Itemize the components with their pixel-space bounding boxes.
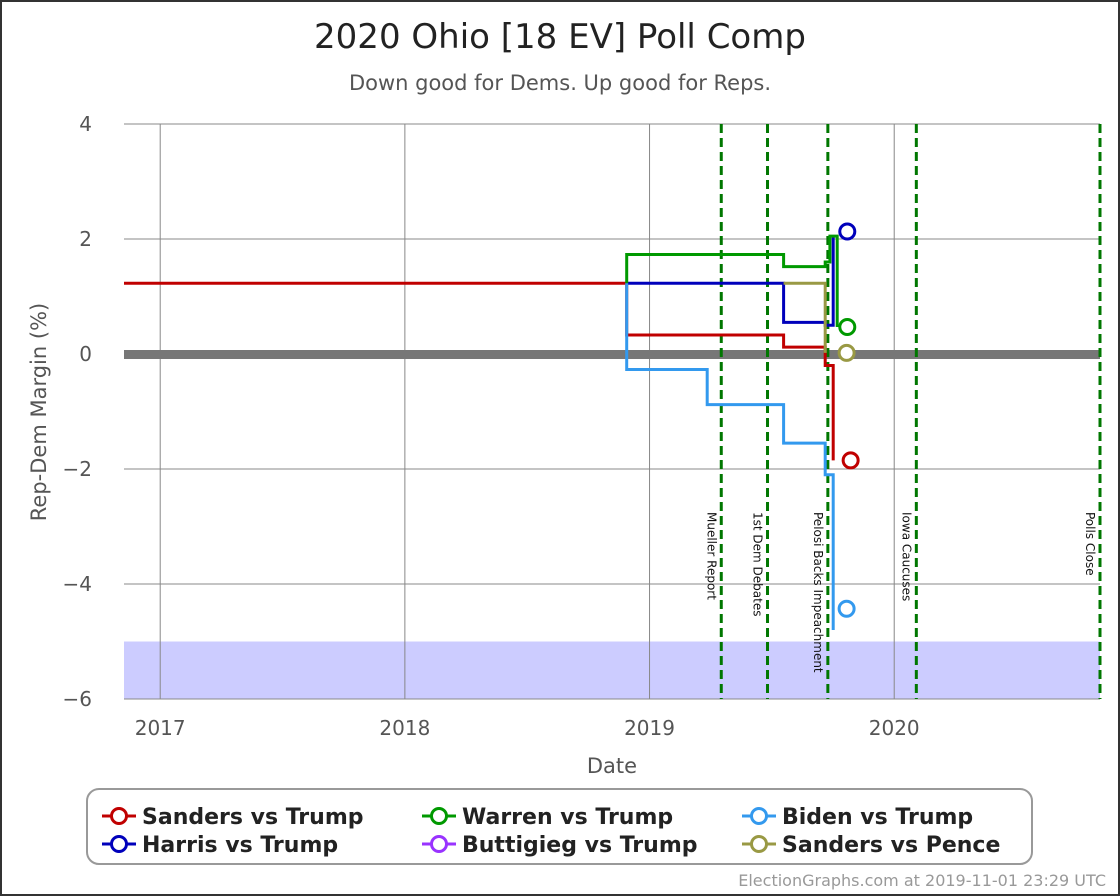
x-tick-labels: 2017 2018 2019 2020 (135, 716, 920, 740)
y-tick-label: 0 (79, 342, 92, 366)
y-tick-label: 4 (79, 112, 92, 136)
legend-label: Harris vs Trump (142, 833, 338, 858)
plot-area: Mueller Report 1st Dem Debates Pelosi Back… (124, 123, 1102, 700)
y-tick-label: −2 (63, 457, 92, 481)
legend-swatch-marker (750, 835, 768, 853)
series-end-markers (837, 222, 860, 618)
event-label: Pelosi Backs Impeachment (811, 512, 825, 673)
series-line (626, 236, 835, 327)
shaded-band (124, 641, 1100, 699)
series-lines (124, 234, 839, 630)
x-tick-label: 2018 (379, 716, 430, 740)
y-tick-label: −6 (63, 687, 92, 711)
y-gridlines (124, 123, 1100, 700)
series-line (783, 281, 827, 353)
event-label: Polls Close (1083, 512, 1097, 576)
series-line (124, 281, 835, 461)
series-end-marker (837, 599, 856, 618)
legend-label: Biden vs Trump (782, 805, 973, 830)
y-axis-label: Rep-Dem Margin (%) (27, 303, 51, 521)
legend-label: Sanders vs Pence (782, 833, 1000, 858)
legend-swatch-marker (430, 807, 448, 825)
series-line (625, 234, 839, 327)
x-tick-label: 2020 (869, 716, 920, 740)
event-label: Iowa Caucuses (899, 512, 913, 601)
x-tick-label: 2019 (624, 716, 675, 740)
series-end-marker (838, 317, 857, 336)
x-gridlines (159, 124, 895, 699)
y-tick-label: −4 (63, 572, 92, 596)
series-end-marker (838, 222, 857, 241)
series-end-marker (837, 343, 856, 362)
footer-credit: ElectionGraphs.com at 2019-11-01 23:29 U… (738, 871, 1106, 890)
legend-swatch-marker (750, 807, 768, 825)
y-tick-labels: 4 2 0 −2 −4 −6 (63, 112, 92, 711)
legend-label: Sanders vs Trump (142, 805, 364, 830)
series-line (625, 283, 835, 630)
event-label: Mueller Report (704, 512, 718, 600)
legend-swatch-marker (110, 835, 128, 853)
event-markers: Mueller Report 1st Dem Debates Pelosi Back… (704, 124, 1102, 699)
y-tick-label: 2 (79, 227, 92, 251)
legend-label: Buttigieg vs Trump (462, 833, 698, 858)
x-tick-label: 2017 (135, 716, 186, 740)
legend-box (86, 788, 1033, 865)
zero-line (124, 350, 1100, 359)
event-label: 1st Dem Debates (751, 512, 765, 616)
legend: Sanders vs Trump Harris vs Trump Warren vs… (86, 788, 1033, 865)
chart-title: 2020 Ohio [18 EV] Poll Comp (314, 17, 806, 57)
legend-swatch-marker (110, 807, 128, 825)
x-axis-label: Date (587, 754, 637, 778)
series-end-marker (841, 451, 860, 470)
legend-label: Warren vs Trump (462, 805, 673, 830)
legend-swatch-marker (430, 835, 448, 853)
chart-subtitle: Down good for Dems. Up good for Reps. (349, 71, 771, 95)
